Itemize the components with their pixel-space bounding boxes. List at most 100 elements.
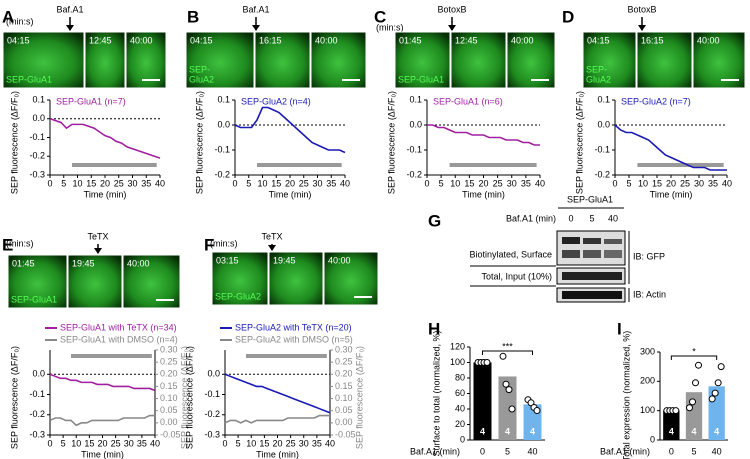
time-unit: (min:s) [210, 238, 238, 248]
x-tick-label: 35 [326, 178, 336, 188]
y-tick-label: -0.2 [406, 169, 422, 179]
y2-tick-label: 0.30 [335, 344, 353, 354]
timestamp: 16:15 [641, 35, 664, 45]
bar [498, 376, 517, 440]
sig-bracket [670, 355, 718, 360]
band [562, 250, 580, 258]
x-axis-label: Baf.A1 (min) [600, 446, 650, 456]
x-tick-label: 0 [424, 178, 429, 188]
blot-box [556, 230, 626, 266]
x-tick-label: 0 [612, 178, 617, 188]
timestamp: 03:15 [216, 255, 239, 265]
y2-tick-label: 0.15 [335, 381, 353, 391]
x-tick-label: 20 [285, 178, 295, 188]
micrograph [7, 254, 68, 309]
data-point [689, 398, 696, 406]
x-tick-label: 10 [257, 178, 267, 188]
x-axis-label: Time (min) [650, 189, 693, 199]
y2-tick-label: 0.00 [335, 417, 353, 427]
micrograph [268, 251, 324, 306]
y-tick-label: -0.3 [204, 429, 220, 439]
timestamp: 16:15 [259, 35, 282, 45]
y-tick-label: -0.2 [204, 409, 220, 419]
x-tick-label: 5 [439, 178, 444, 188]
probe-label: IB: GFP [633, 251, 665, 261]
x-tick-label: 20 [666, 178, 676, 188]
panel-letter: B [187, 7, 199, 26]
x-tick-label: 40 [527, 446, 537, 456]
blot-construct: SEP-GluA1 [567, 194, 613, 204]
x-tick-label: 15 [652, 178, 662, 188]
panel-letter: D [562, 7, 574, 26]
data-point [672, 407, 680, 415]
timestamp: 12:45 [89, 35, 112, 45]
y-tick-label: -0.2 [29, 151, 45, 161]
panel-letter: H [428, 319, 440, 338]
timestamp: 40:00 [127, 258, 150, 268]
x-tick-label: 0 [47, 438, 52, 448]
y-axis-label: SEP fluorescence (ΔF/F₀) [9, 91, 19, 194]
trace [49, 414, 155, 427]
x-tick-label: 35 [312, 438, 322, 448]
trace [427, 124, 540, 146]
y-tick-label: -0.2 [29, 409, 45, 419]
drug-label: TeTX [261, 231, 282, 241]
y-tick-label: -0.2 [594, 169, 610, 179]
row-label: Biotinylated, Surface [469, 249, 552, 259]
probe-label: IB: Actin [633, 289, 666, 299]
x-tick-label: 15 [259, 438, 269, 448]
construct-label: GluA2 [586, 74, 611, 84]
y2-tick-label: -0.05 [335, 429, 356, 439]
x-tick-label: 25 [680, 178, 690, 188]
panel-letter: C [374, 7, 386, 26]
x-tick-label: 25 [286, 438, 296, 448]
drug-label: TeTX [87, 231, 108, 241]
x-axis-label: Time (min) [81, 449, 124, 459]
drug-arrowhead [638, 25, 646, 31]
data-point [499, 352, 507, 360]
band [583, 250, 601, 258]
y-tick-label: -0.1 [594, 144, 610, 154]
drug-arrowhead [448, 25, 456, 31]
y2-tick-label: 0.10 [335, 393, 353, 403]
x-tick-label: 40 [535, 178, 545, 188]
x-axis-label: Baf.A1 (min) [410, 446, 460, 456]
x-tick-label: 10 [72, 178, 82, 188]
timestamp: 40:00 [328, 255, 351, 265]
y2-axis-label: SEP fluorescence (ΔF/F₀) [354, 346, 364, 449]
x-tick-label: 20 [100, 178, 110, 188]
blot: SEP-GluA1 Baf.A1 (min) 0 5 40 Biotinylat… [469, 194, 666, 303]
y-tick-label: 120 [450, 341, 465, 351]
y-tick-label: -0.1 [204, 389, 220, 399]
y-tick-label: 20 [455, 419, 465, 429]
y-tick-label: 0.1 [217, 94, 230, 104]
timestamp: 40:00 [511, 35, 534, 45]
y-tick-label: 0 [460, 434, 465, 444]
axes [49, 350, 156, 436]
x-tick-label: 10 [638, 178, 648, 188]
construct-label: SEP- [189, 64, 210, 74]
drug-arrowhead [252, 25, 260, 31]
timestamp: 19:45 [273, 255, 296, 265]
y2-tick-label: -0.05 [160, 429, 181, 439]
y-axis-label: SEP fluorescence (ΔF/F₀) [194, 91, 204, 194]
panel-letter: F [204, 235, 214, 254]
data-point [695, 361, 702, 369]
timestamp: 04:15 [190, 35, 213, 45]
data-point [686, 404, 693, 412]
trace [49, 117, 161, 159]
y2-tick-label: 0.15 [160, 381, 178, 391]
x-tick-label: 25 [299, 178, 309, 188]
y-tick-label: 0.1 [32, 94, 45, 104]
micrograph [394, 31, 451, 89]
blot-treatment: Baf.A1 (min) [506, 213, 556, 223]
legend-label: SEP-GluA2 with DMSO (n=5) [235, 334, 353, 344]
y-tick-label: 0.0 [217, 119, 230, 129]
series-label: SEP-GluA1 (n=6) [433, 96, 503, 106]
y2-tick-label: 0.30 [160, 344, 178, 354]
x-tick-label: 10 [71, 438, 81, 448]
panel-letter: I [617, 319, 622, 338]
x-tick-label: 35 [141, 178, 151, 188]
x-tick-label: 5 [246, 178, 251, 188]
micrograph [185, 31, 255, 89]
